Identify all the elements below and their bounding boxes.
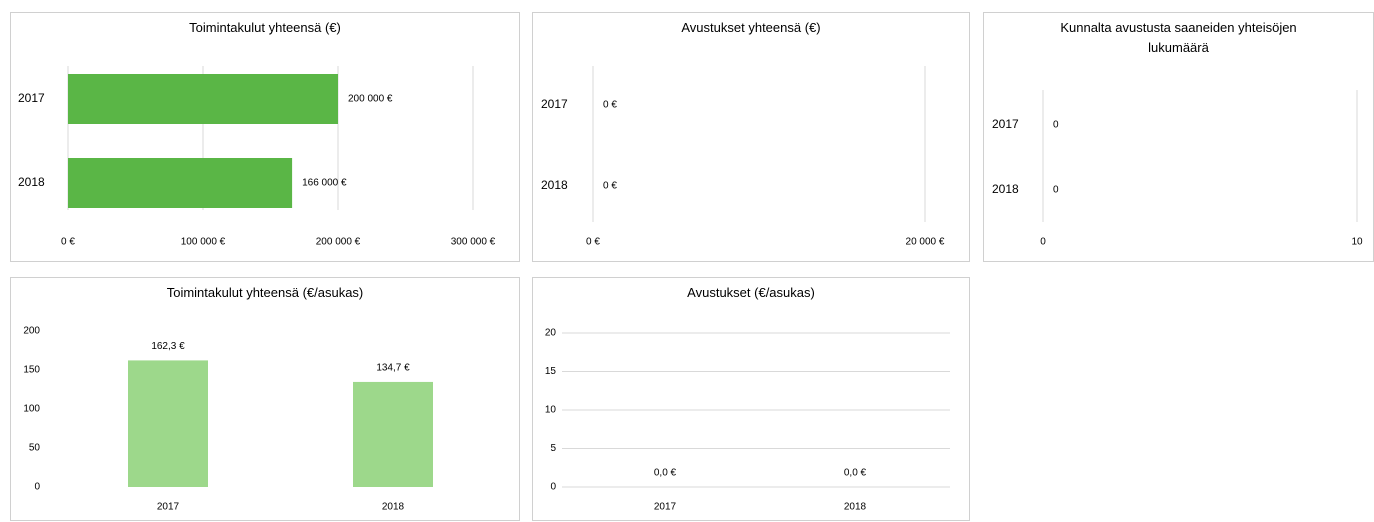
- x-tick-label: 2017: [157, 502, 180, 513]
- data-label: 0: [1053, 120, 1059, 131]
- x-tick-label: 2018: [844, 502, 867, 513]
- chart-panel: Avustukset (€/asukas) 0 5 10 15 20 2017 0,0 € 20…: [532, 277, 970, 521]
- chart-panel: Avustukset yhteensä (€) 0 € 20 000 € 2017 0 …: [532, 12, 970, 262]
- panel-border: [532, 277, 970, 521]
- bar: [68, 74, 338, 124]
- y-tick-label: 2017: [992, 117, 1019, 131]
- x-tick-label: 2018: [382, 502, 405, 513]
- chart-title: Avustukset (€/asukas): [687, 285, 815, 300]
- x-tick-label: 0 €: [586, 237, 600, 248]
- panel-border: [983, 12, 1374, 262]
- chart-title-box: Avustukset (€/asukas): [687, 285, 815, 300]
- data-label: 200 000 €: [348, 94, 393, 105]
- x-tick-label: 0 €: [61, 237, 75, 248]
- chart-title-box: Kunnalta avustusta saaneiden yhteisöjen …: [1060, 20, 1297, 55]
- y-tick-label: 150: [23, 365, 40, 376]
- chart-title: Avustukset yhteensä (€): [681, 20, 821, 35]
- y-tick-label: 2017: [541, 97, 568, 111]
- chart-panel: Toimintakulut yhteensä (€/asukas) 0 50 100 1…: [10, 277, 520, 521]
- bar: [353, 381, 433, 487]
- y-tick-label: 2017: [18, 91, 45, 105]
- y-tick-label: 15: [545, 366, 557, 377]
- x-tick-label: 100 000 €: [181, 237, 226, 248]
- chart-title: Toimintakulut yhteensä (€/asukas): [166, 285, 364, 300]
- data-label: 162,3 €: [151, 341, 185, 352]
- panel-border: [10, 12, 520, 262]
- data-label: 134,7 €: [376, 363, 410, 374]
- y-tick-label: 2018: [992, 182, 1019, 196]
- chart-title-box: Toimintakulut yhteensä (€/asukas): [166, 285, 364, 300]
- y-tick-label: 2018: [18, 175, 45, 189]
- x-tick-label: 20 000 €: [906, 237, 945, 248]
- panel-border: [532, 12, 970, 262]
- chart-title-box: Avustukset yhteensä (€): [681, 20, 821, 35]
- data-label: 0,0 €: [844, 468, 867, 479]
- y-tick-label: 0: [34, 482, 40, 493]
- y-tick-label: 10: [545, 405, 557, 416]
- chart-title-box: Toimintakulut yhteensä (€): [189, 20, 341, 35]
- data-label: 166 000 €: [302, 178, 347, 189]
- x-tick-label: 2017: [654, 502, 677, 513]
- y-tick-label: 100: [23, 404, 40, 415]
- data-label: 0: [1053, 185, 1059, 196]
- data-label: 0 €: [603, 181, 617, 192]
- y-tick-label: 50: [29, 443, 41, 454]
- chart-title: Toimintakulut yhteensä (€): [189, 20, 341, 35]
- bar: [68, 158, 293, 208]
- x-tick-label: 300 000 €: [451, 237, 496, 248]
- y-tick-label: 0: [550, 482, 556, 493]
- data-label: 0,0 €: [654, 468, 677, 479]
- y-tick-label: 5: [550, 443, 556, 454]
- chart-title: Kunnalta avustusta saaneiden yhteisöjen …: [1060, 20, 1297, 55]
- x-tick-label: 0: [1040, 237, 1046, 248]
- data-label: 0 €: [603, 100, 617, 111]
- x-tick-label: 10: [1351, 237, 1363, 248]
- y-tick-label: 200: [23, 326, 40, 337]
- bar: [128, 360, 208, 487]
- panel-border: [10, 277, 520, 521]
- x-tick-label: 200 000 €: [316, 237, 361, 248]
- chart-panel: Kunnalta avustusta saaneiden yhteisöjen …: [983, 12, 1374, 262]
- y-tick-label: 2018: [541, 178, 568, 192]
- y-tick-label: 20: [545, 328, 557, 339]
- chart-panel: Toimintakulut yhteensä (€) 0 € 100 000 € 20…: [10, 12, 520, 262]
